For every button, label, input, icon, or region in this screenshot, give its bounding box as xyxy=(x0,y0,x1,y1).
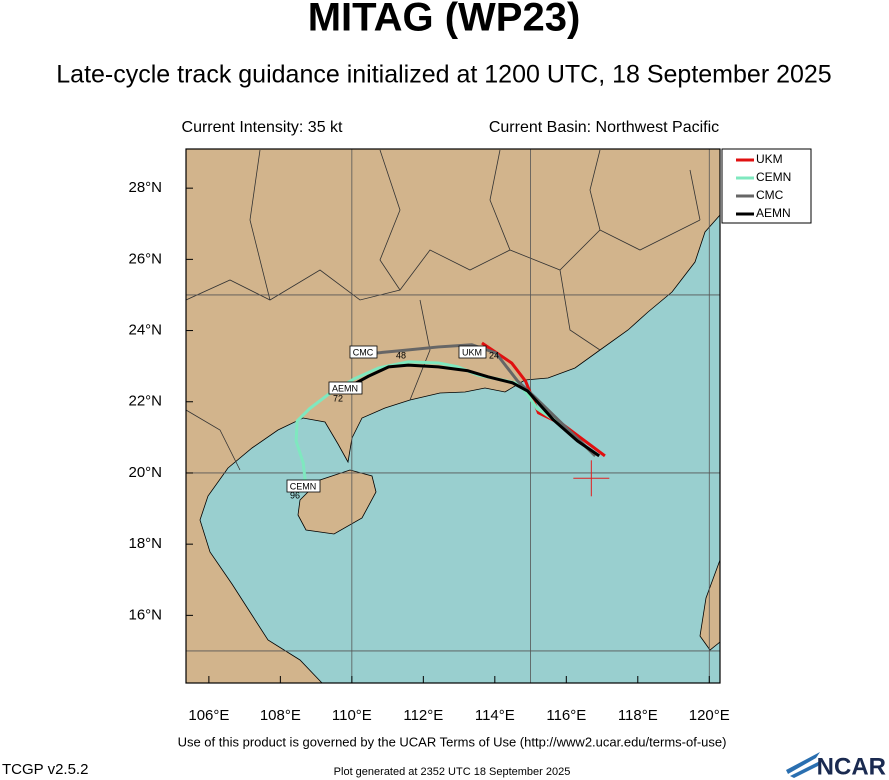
x-tick-label: 110°E xyxy=(332,707,372,724)
label-box xyxy=(286,479,321,493)
plot-layer xyxy=(186,149,720,683)
version: TCGP v2.5.2 xyxy=(2,761,88,778)
legend-label: CEMN xyxy=(756,170,791,184)
frame xyxy=(185,148,721,684)
legend-label: AEMN xyxy=(756,206,791,220)
x-tick-label: 108°E xyxy=(260,707,301,724)
track-labels: CMC 48 UKM 24 AEMN 72 CEMN 96 xyxy=(286,345,499,500)
logo-mark xyxy=(786,752,822,778)
x-tick-label: 118°E xyxy=(618,707,658,724)
track-line xyxy=(376,343,597,457)
legend-label: CMC xyxy=(756,188,784,202)
current-intensity: Current Intensity: 35 kt xyxy=(182,119,344,136)
y-tick-label: 22°N xyxy=(128,393,162,410)
y-tick-label: 18°N xyxy=(128,535,162,552)
x-tick-label: 114°E xyxy=(475,707,515,724)
terms: Use of this product is governed by the U… xyxy=(178,734,727,749)
legend-label: UKM xyxy=(756,152,783,166)
y-tick-label: 24°N xyxy=(128,322,162,339)
track-label: CEMN xyxy=(290,481,317,491)
taiwan xyxy=(699,559,720,651)
y-tick-label: 26°N xyxy=(128,250,162,267)
y-tick-label: 16°N xyxy=(128,606,162,623)
label-box xyxy=(349,345,378,359)
subtitle: Late-cycle track guidance initialized at… xyxy=(56,61,831,89)
logo: NCAR xyxy=(786,752,886,780)
track-label: AEMN xyxy=(332,383,358,393)
y-tick-label: 28°N xyxy=(128,179,162,196)
track-hour: 72 xyxy=(333,393,343,403)
track-label: UKM xyxy=(462,347,482,357)
map xyxy=(186,149,720,683)
legend: UKM CEMN CMC AEMN xyxy=(721,148,812,224)
label-box xyxy=(458,345,487,359)
x-tick-label: 116°E xyxy=(546,707,586,724)
generated: Plot generated at 2352 UTC 18 September … xyxy=(334,766,571,778)
borders xyxy=(186,149,701,471)
title: MITAG (WP23) xyxy=(308,0,581,40)
current-basin: Current Basin: Northwest Pacific xyxy=(489,119,719,136)
track-hour: 96 xyxy=(290,490,300,500)
label-box xyxy=(328,381,363,395)
x-tick-label: 112°E xyxy=(403,707,443,724)
track-hour: 24 xyxy=(489,350,499,360)
x-tick-label: 106°E xyxy=(188,707,229,724)
logo-text: NCAR xyxy=(817,753,886,780)
x-tick-label: 120°E xyxy=(689,707,730,724)
track-hour: 48 xyxy=(396,350,406,360)
y-tick-label: 20°N xyxy=(128,464,162,481)
track-label: CMC xyxy=(353,347,374,357)
track-line xyxy=(294,360,597,494)
track-line xyxy=(343,363,601,458)
